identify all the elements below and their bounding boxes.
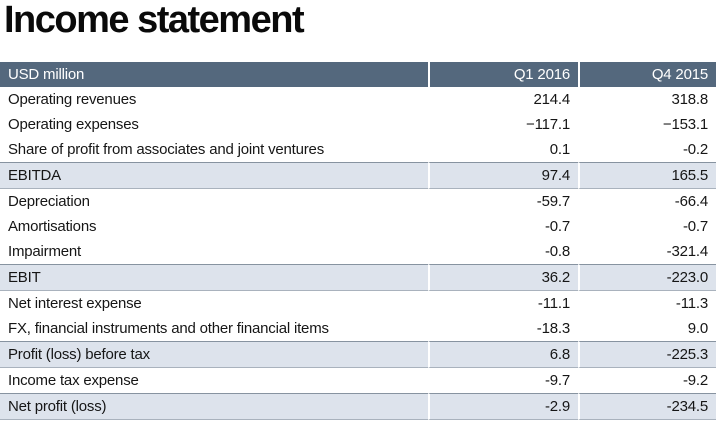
table-row: Operating revenues 214.4 318.8 [0, 87, 716, 112]
q1-value: -11.1 [428, 291, 578, 316]
table-row: Impairment -0.8 -321.4 [0, 239, 716, 264]
q4-value: 318.8 [578, 87, 716, 112]
table-header-row: USD million Q1 2016 Q4 2015 [0, 62, 716, 87]
table-row-subtotal-ebitda: EBITDA 97.4 165.5 [0, 162, 716, 189]
q4-value: -0.2 [578, 137, 716, 162]
table-row: Share of profit from associates and join… [0, 137, 716, 162]
q1-value: -18.3 [428, 316, 578, 341]
row-label: Share of profit from associates and join… [8, 141, 325, 158]
row-label: Operating expenses [8, 116, 139, 133]
q4-value: 9.0 [578, 316, 716, 341]
q4-value: -223.0 [578, 264, 716, 291]
q1-value: 97.4 [428, 162, 578, 189]
table-row: Amortisations -0.7 -0.7 [0, 214, 716, 239]
row-label: EBITDA [0, 162, 428, 189]
column-header-q1-2016: Q1 2016 [428, 62, 578, 87]
row-label: Amortisations [8, 218, 97, 235]
row-label: EBIT [0, 264, 428, 291]
table-row: Net interest expense -11.1 -11.3 [0, 291, 716, 316]
page-title: Income statement [4, 0, 305, 41]
table-row-subtotal-net-profit: Net profit (loss) -2.9 -234.5 [0, 393, 716, 420]
row-label: Profit (loss) before tax [0, 341, 428, 368]
q4-value: -66.4 [578, 189, 716, 214]
column-header-usd-million: USD million [0, 62, 428, 87]
q4-value: -321.4 [578, 239, 716, 264]
q4-value: 165.5 [578, 162, 716, 189]
q4-value: -234.5 [578, 393, 716, 420]
q1-value: -0.8 [428, 239, 578, 264]
q1-value: -0.7 [428, 214, 578, 239]
table-row-subtotal-profit-before-tax: Profit (loss) before tax 6.8 -225.3 [0, 341, 716, 368]
table-row: Operating expenses −117.1 −153.1 [0, 112, 716, 137]
q1-value: 0.1 [428, 137, 578, 162]
q1-value: -59.7 [428, 189, 578, 214]
q4-value: −153.1 [578, 112, 716, 137]
row-label: FX, financial instruments and other fina… [8, 320, 329, 337]
table-row: Depreciation -59.7 -66.4 [0, 189, 716, 214]
q4-value: -11.3 [578, 291, 716, 316]
q4-value: -225.3 [578, 341, 716, 368]
q1-value: -2.9 [428, 393, 578, 420]
q1-value: −117.1 [428, 112, 578, 137]
row-label: Depreciation [8, 193, 90, 210]
column-header-q4-2015: Q4 2015 [578, 62, 716, 87]
row-label: Impairment [8, 243, 82, 260]
table-row: Income tax expense -9.7 -9.2 [0, 368, 716, 393]
q1-value: 36.2 [428, 264, 578, 291]
q4-value: -9.2 [578, 368, 716, 393]
q1-value: 6.8 [428, 341, 578, 368]
table-row-subtotal-ebit: EBIT 36.2 -223.0 [0, 264, 716, 291]
q4-value: -0.7 [578, 214, 716, 239]
q1-value: 214.4 [428, 87, 578, 112]
income-statement-table: USD million Q1 2016 Q4 2015 Operating re… [0, 62, 716, 420]
row-label: Operating revenues [8, 91, 137, 108]
table-row: FX, financial instruments and other fina… [0, 316, 716, 341]
q1-value: -9.7 [428, 368, 578, 393]
row-label: Net profit (loss) [0, 393, 428, 420]
row-label: Net interest expense [8, 295, 142, 312]
row-label: Income tax expense [8, 372, 139, 389]
